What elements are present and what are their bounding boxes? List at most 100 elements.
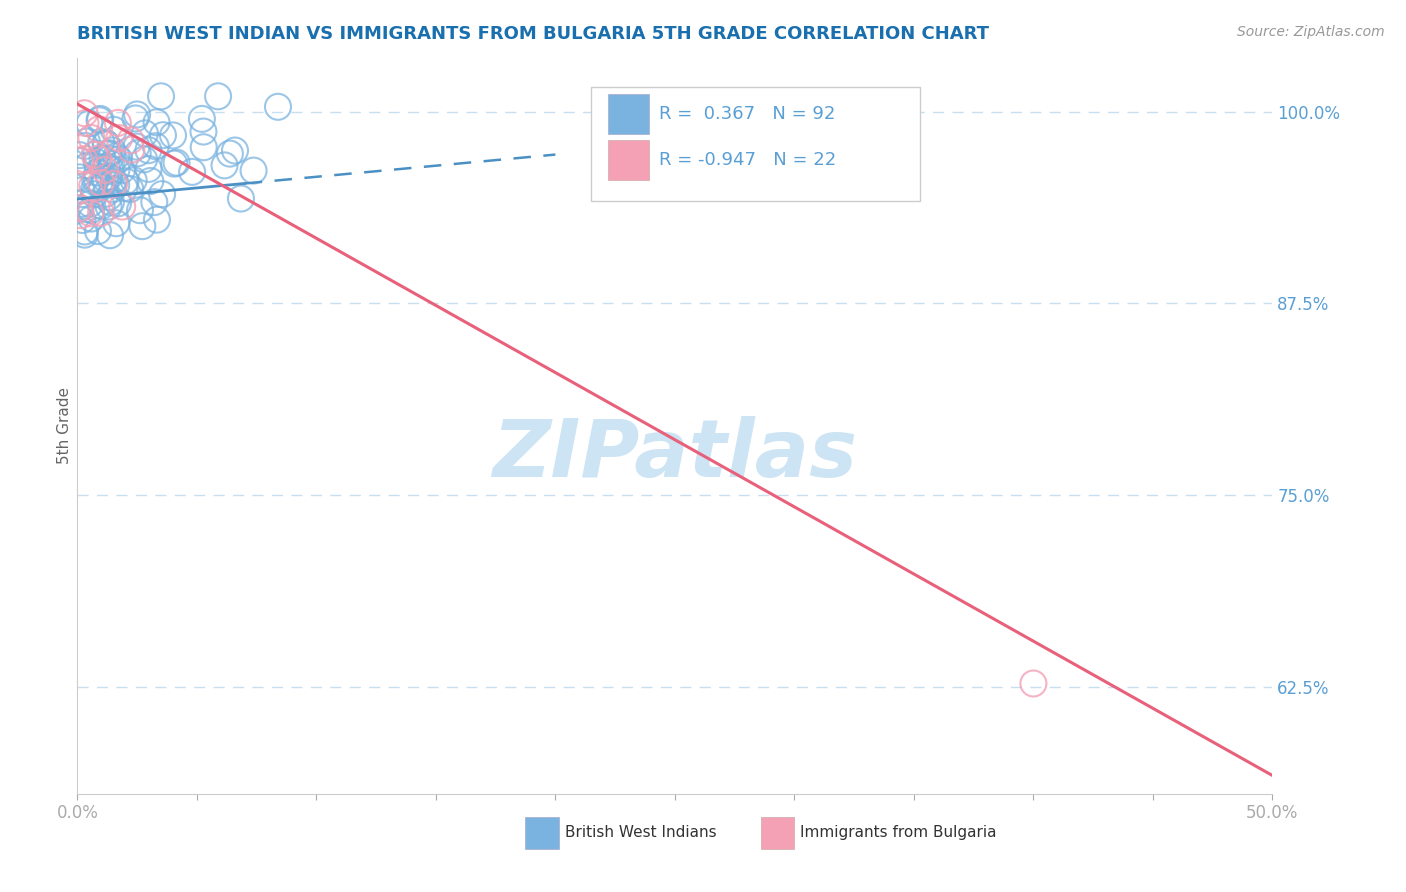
Point — [90, 135, 112, 149]
Point — [131, 219, 153, 234]
Point — [129, 203, 152, 218]
Point — [134, 127, 156, 141]
Point — [96, 136, 118, 151]
Point — [143, 195, 166, 210]
FancyBboxPatch shape — [607, 94, 648, 134]
Point — [145, 115, 167, 129]
Point — [98, 190, 121, 204]
FancyBboxPatch shape — [592, 87, 920, 202]
Point — [98, 146, 121, 161]
Text: Source: ZipAtlas.com: Source: ZipAtlas.com — [1237, 25, 1385, 39]
Point — [90, 199, 112, 213]
Point — [75, 116, 97, 130]
Point — [73, 152, 96, 166]
Point — [97, 146, 120, 161]
Point — [98, 228, 121, 243]
Point — [139, 174, 162, 188]
Point — [127, 107, 149, 121]
Point — [94, 171, 117, 186]
Point — [100, 195, 122, 210]
Point — [83, 183, 105, 197]
Point — [107, 116, 129, 130]
Point — [82, 178, 104, 193]
Point — [107, 196, 129, 211]
Point — [90, 176, 112, 190]
Point — [105, 149, 128, 163]
Point — [70, 154, 93, 169]
Point — [214, 158, 236, 172]
Point — [152, 128, 174, 143]
Text: BRITISH WEST INDIAN VS IMMIGRANTS FROM BULGARIA 5TH GRADE CORRELATION CHART: BRITISH WEST INDIAN VS IMMIGRANTS FROM B… — [77, 25, 990, 43]
Point — [111, 163, 134, 178]
FancyBboxPatch shape — [526, 817, 560, 849]
Point — [87, 224, 110, 238]
Point — [150, 89, 173, 103]
Point — [125, 139, 148, 153]
Point — [79, 206, 101, 220]
Point — [229, 192, 252, 206]
Text: R =  0.367   N = 92: R = 0.367 N = 92 — [659, 105, 835, 123]
Point — [219, 146, 242, 161]
Y-axis label: 5th Grade: 5th Grade — [56, 387, 72, 465]
Point — [72, 213, 94, 227]
Point — [84, 146, 107, 161]
Point — [124, 112, 146, 126]
Point — [73, 225, 96, 239]
Point — [100, 162, 122, 177]
Point — [267, 100, 290, 114]
Point — [80, 211, 103, 226]
Point — [86, 171, 108, 186]
Point — [111, 200, 134, 214]
Point — [69, 148, 91, 162]
Point — [103, 177, 125, 191]
Point — [193, 140, 215, 154]
Point — [105, 178, 128, 192]
Point — [86, 166, 108, 180]
Point — [105, 162, 128, 177]
Point — [80, 202, 103, 217]
Point — [73, 227, 96, 242]
Point — [166, 155, 188, 169]
Point — [120, 133, 142, 147]
Point — [162, 128, 184, 143]
Point — [193, 124, 215, 138]
Point — [76, 135, 98, 149]
Point — [87, 122, 110, 136]
Point — [83, 147, 105, 161]
Point — [103, 123, 125, 137]
Point — [94, 186, 117, 201]
Point — [114, 174, 136, 188]
Point — [69, 170, 91, 185]
Point — [69, 202, 91, 216]
Point — [150, 187, 173, 202]
Point — [87, 152, 110, 166]
Point — [108, 152, 131, 166]
Point — [73, 106, 96, 120]
Point — [98, 169, 121, 184]
Text: Immigrants from Bulgaria: Immigrants from Bulgaria — [800, 825, 997, 840]
Point — [120, 143, 142, 157]
Point — [108, 131, 131, 145]
Point — [242, 163, 264, 178]
Point — [79, 197, 101, 211]
Point — [138, 143, 160, 157]
Text: ZIPatlas: ZIPatlas — [492, 417, 858, 494]
Point — [146, 212, 169, 227]
Point — [103, 173, 125, 187]
Point — [101, 144, 124, 158]
Point — [83, 187, 105, 202]
Point — [191, 112, 214, 126]
Point — [207, 89, 229, 103]
Point — [181, 165, 204, 179]
Point — [80, 131, 103, 145]
Point — [138, 161, 160, 176]
Point — [94, 136, 117, 150]
Point — [98, 152, 121, 166]
Point — [114, 181, 136, 195]
Point — [163, 156, 186, 170]
Point — [101, 182, 124, 196]
Point — [90, 180, 112, 194]
Point — [70, 197, 93, 211]
Point — [70, 208, 93, 222]
Point — [145, 139, 167, 153]
